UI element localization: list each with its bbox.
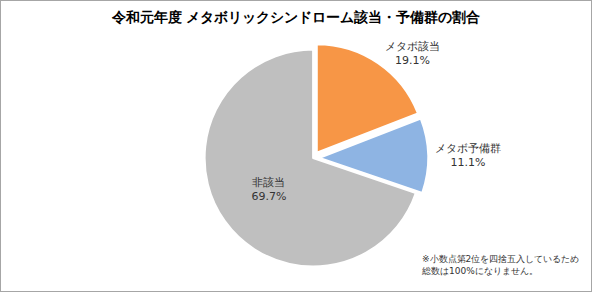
svg-text:メタボ予備群11.1%: メタボ予備群11.1% — [435, 142, 501, 169]
svg-text:令和元年度 メタボリックシンドローム該当・予備群の割合: 令和元年度 メタボリックシンドローム該当・予備群の割合 — [111, 9, 481, 25]
svg-text:メタボ該当19.1%: メタボ該当19.1% — [385, 40, 440, 67]
svg-text:※小数点第2位を四捨五入しているため総数は100%になりませ: ※小数点第2位を四捨五入しているため総数は100%になりません。 — [421, 254, 579, 276]
svg-text:非該当69.7%: 非該当69.7% — [252, 176, 287, 203]
